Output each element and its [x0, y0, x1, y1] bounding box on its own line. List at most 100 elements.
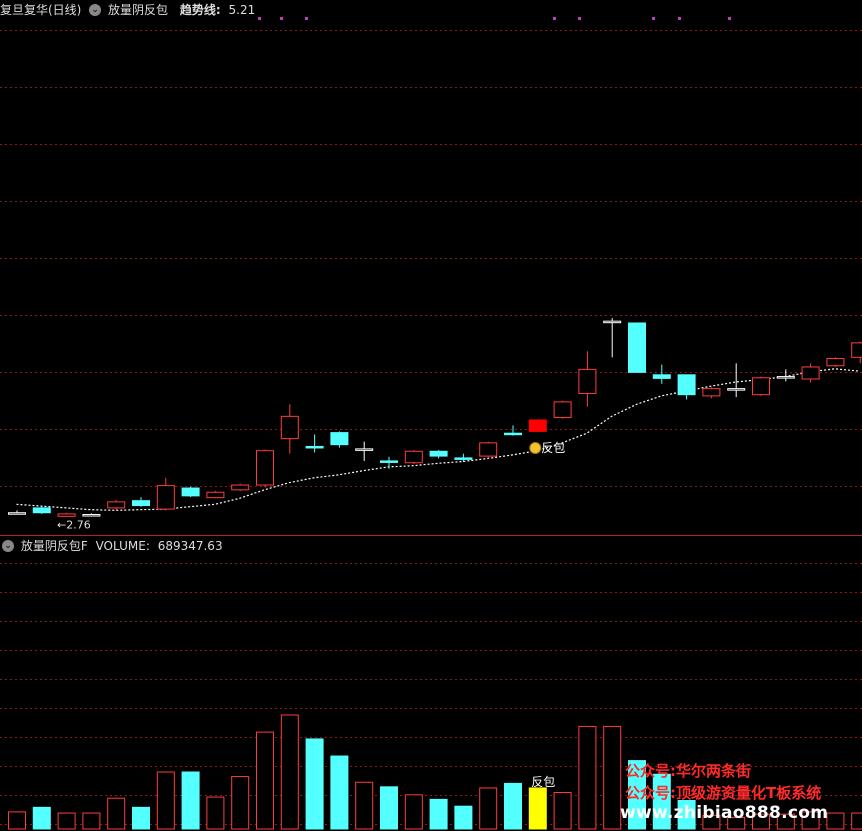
volume-bar: [578, 725, 597, 830]
candle-body: [578, 368, 597, 394]
candle: [727, 363, 746, 398]
candle: [479, 441, 498, 459]
candle-body: [652, 374, 671, 379]
candle-body: [107, 501, 126, 509]
volume-bar: [677, 800, 696, 830]
candle-body: [8, 512, 26, 515]
volume-panel-header: ⌄ 放量阴反包F VOLUME: 689347.63: [0, 537, 223, 555]
candle: [677, 374, 696, 400]
volume-bar: [132, 806, 150, 830]
volume-bar: [330, 755, 349, 830]
candle-body: [32, 507, 51, 514]
volume-dropdown-icon[interactable]: ⌄: [2, 539, 14, 552]
candle-body: [280, 415, 299, 440]
volume-bar: [231, 776, 250, 830]
volume-bar: [479, 787, 498, 830]
volume-bar: [8, 811, 26, 830]
candle-body: [231, 484, 250, 491]
volume-bar: [280, 714, 299, 830]
volume-bar: [628, 760, 646, 830]
candle-body: [132, 500, 150, 506]
volume-bar: [355, 781, 374, 830]
candle-body: [380, 460, 398, 463]
volume-label: VOLUME:: [95, 539, 150, 553]
volume-bar: [776, 813, 795, 830]
volume-bar: [57, 812, 76, 830]
signal-dot: [652, 17, 655, 20]
candle-body: [528, 419, 547, 432]
candle-body: [57, 513, 76, 517]
candle: [206, 491, 225, 499]
candle: [702, 387, 721, 399]
candle: [330, 431, 349, 448]
indicator-dropdown-icon[interactable]: ⌄: [89, 3, 102, 16]
volume-bar: [528, 787, 547, 830]
candle: [528, 419, 547, 433]
candle: [107, 500, 126, 511]
volume-bar: [429, 798, 448, 830]
candle-body: [305, 445, 324, 449]
candle-body: [82, 514, 101, 517]
candle: [429, 450, 448, 459]
volume-bar: [256, 731, 274, 830]
candle: [181, 486, 200, 498]
candle: [32, 506, 51, 514]
volume-bar: [826, 812, 845, 830]
low-price-marker: ←2.76: [57, 518, 91, 531]
candle-body: [156, 485, 175, 510]
candle: [603, 318, 622, 358]
volume-value: 689347.63: [157, 539, 223, 553]
volume-signal-label: 反包: [531, 775, 555, 789]
candle-body: [801, 366, 820, 380]
volume-bar: [380, 786, 398, 830]
volume-bar: [181, 771, 200, 830]
price-panel-header: 复旦复华(日线) ⌄ 放量阴反包 趋势线: 5.21: [0, 1, 255, 19]
candle: [132, 497, 150, 507]
signal-dot: [305, 17, 308, 20]
watermark-line-1: 公众号:华尔两条街: [625, 762, 751, 780]
candle-body: [355, 448, 374, 451]
volume-bar: [727, 817, 746, 830]
candle: [231, 483, 250, 492]
candle: [256, 449, 274, 488]
signal-dot: [280, 17, 283, 20]
candle-body: [479, 442, 498, 457]
volume-bar: [603, 725, 622, 830]
trend-label: 趋势线:: [179, 3, 221, 17]
candle: [355, 441, 374, 461]
volume-bar: [553, 792, 572, 830]
candle-body: [553, 401, 572, 419]
candle-body: [504, 432, 522, 436]
signal-dot: [258, 17, 261, 20]
candle-body: [702, 388, 721, 397]
volume-bar: [702, 814, 721, 830]
candle-body: [206, 491, 225, 499]
candle-body: [404, 450, 423, 464]
candle: [57, 512, 76, 517]
trend-value: 5.21: [228, 3, 256, 17]
candle: [652, 364, 671, 384]
candle-body: [603, 320, 622, 324]
candle-body: [330, 432, 349, 446]
candle: [851, 341, 862, 364]
volume-bar: [504, 782, 522, 830]
indicator-name[interactable]: 放量阴反包: [108, 3, 169, 17]
candle-body: [851, 342, 862, 358]
candle-body: [454, 457, 473, 460]
stock-name[interactable]: 复旦复华(日线): [0, 3, 82, 17]
volume-bar: [801, 811, 820, 830]
volume-bar: [206, 796, 225, 830]
candle: [628, 322, 646, 373]
candle: [156, 477, 175, 511]
volume-bar: [752, 813, 770, 830]
candle: [504, 425, 522, 436]
volume-bar: [82, 812, 101, 830]
volume-indicator-name[interactable]: 放量阴反包F: [20, 539, 88, 553]
volume-bar: [851, 812, 862, 830]
volume-bar: [156, 771, 175, 830]
volume-bar: [404, 794, 423, 830]
candle: [380, 456, 398, 469]
watermark-line-2: 公众号:顶级游资量化T板系统: [625, 784, 822, 802]
signal-dot: [678, 17, 681, 20]
candle-body: [826, 358, 845, 367]
